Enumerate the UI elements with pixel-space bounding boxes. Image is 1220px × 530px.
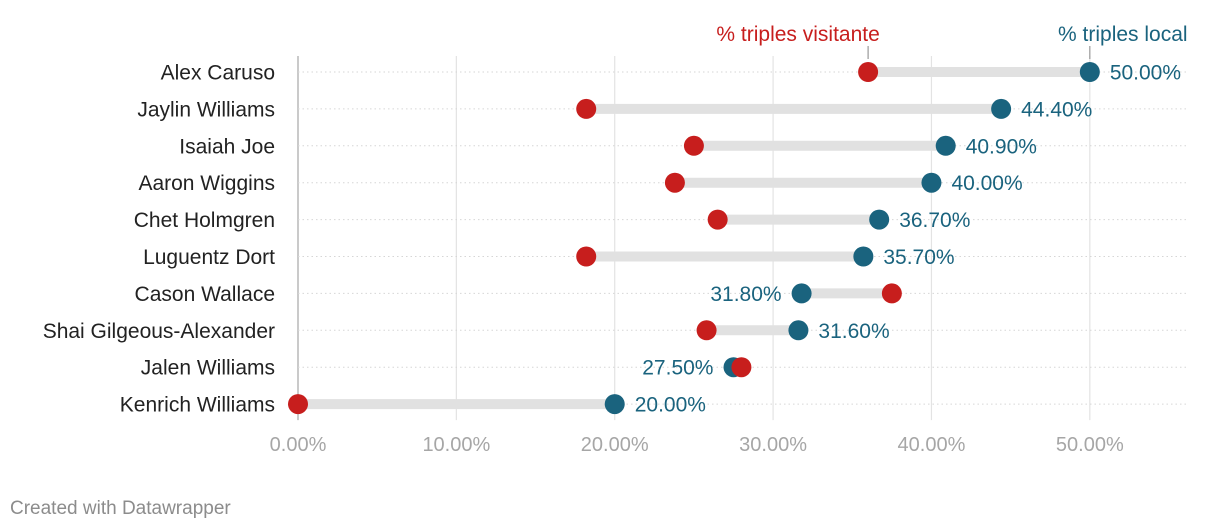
x-gridlines: 0.00% 10.00% 20.00% 30.00% 40.00% 50.00% bbox=[270, 56, 1124, 456]
visitante-dot bbox=[683, 135, 704, 156]
player-row: Shai Gilgeous-Alexander 31.60% bbox=[43, 320, 1188, 343]
local-dot bbox=[791, 283, 812, 304]
player-name: Chet Holmgren bbox=[134, 209, 275, 232]
visitante-dot bbox=[288, 394, 308, 415]
local-value-label: 31.60% bbox=[818, 320, 889, 343]
player-row: Jaylin Williams 44.40% bbox=[137, 98, 1188, 121]
x-tick-label: 30.00% bbox=[739, 434, 807, 456]
player-name: Jalen Williams bbox=[141, 357, 275, 380]
x-tick-label: 50.00% bbox=[1056, 434, 1124, 456]
player-row: Alex Caruso 50.00% bbox=[161, 62, 1188, 85]
player-row: Jalen Williams 27.50% bbox=[141, 357, 1188, 380]
local-dot bbox=[869, 209, 890, 230]
visitante-dot bbox=[576, 98, 597, 119]
legend: % triples visitante % triples local bbox=[716, 23, 1188, 59]
local-value-label: 40.90% bbox=[966, 135, 1037, 158]
player-name: Aaron Wiggins bbox=[138, 172, 275, 195]
player-name: Jaylin Williams bbox=[137, 98, 275, 121]
player-name: Shai Gilgeous-Alexander bbox=[43, 320, 275, 343]
local-dot bbox=[935, 135, 956, 156]
x-tick-label: 20.00% bbox=[581, 434, 649, 456]
local-dot bbox=[1079, 62, 1100, 82]
local-dot bbox=[604, 394, 625, 415]
local-value-label: 50.00% bbox=[1110, 62, 1181, 85]
visitante-dot bbox=[664, 172, 685, 193]
footer-credit: Created with Datawrapper bbox=[10, 498, 231, 519]
local-value-label: 31.80% bbox=[710, 283, 781, 306]
player-row: Isaiah Joe 40.90% bbox=[179, 135, 1188, 158]
x-tick-label: 0.00% bbox=[270, 434, 327, 456]
player-row: Chet Holmgren 36.70% bbox=[134, 209, 1188, 232]
player-rows: Alex Caruso 50.00% Jaylin Williams 44.40% Is… bbox=[43, 62, 1188, 417]
local-dot bbox=[921, 172, 942, 193]
local-value-label: 20.00% bbox=[635, 394, 706, 417]
player-row: Luguentz Dort 35.70% bbox=[143, 246, 1188, 269]
player-name: Cason Wallace bbox=[135, 283, 275, 306]
local-dot bbox=[853, 246, 874, 267]
player-name: Luguentz Dort bbox=[143, 246, 275, 269]
legend-visitante-label: % triples visitante bbox=[716, 23, 879, 46]
x-tick-label: 40.00% bbox=[898, 434, 966, 456]
player-row: Aaron Wiggins 40.00% bbox=[138, 172, 1188, 195]
local-dot bbox=[991, 98, 1012, 119]
visitante-dot bbox=[576, 246, 597, 267]
visitante-dot bbox=[881, 283, 902, 304]
player-name: Kenrich Williams bbox=[120, 394, 275, 417]
local-value-label: 40.00% bbox=[951, 172, 1022, 195]
x-tick-label: 10.00% bbox=[422, 434, 490, 456]
legend-local-label: % triples local bbox=[1058, 23, 1188, 46]
visitante-dot bbox=[696, 320, 717, 341]
player-row: Kenrich Williams 20.00% bbox=[120, 394, 1188, 417]
local-dot bbox=[788, 320, 809, 341]
local-value-label: 36.70% bbox=[899, 209, 970, 232]
local-value-label: 35.70% bbox=[883, 246, 954, 269]
player-row: Cason Wallace 31.80% bbox=[135, 283, 1188, 306]
local-value-label: 44.40% bbox=[1021, 98, 1092, 121]
visitante-dot bbox=[731, 357, 752, 378]
player-name: Isaiah Joe bbox=[179, 135, 275, 158]
visitante-dot bbox=[858, 62, 879, 82]
visitante-dot bbox=[707, 209, 728, 230]
player-name: Alex Caruso bbox=[161, 62, 275, 85]
local-value-label: 27.50% bbox=[642, 357, 713, 380]
